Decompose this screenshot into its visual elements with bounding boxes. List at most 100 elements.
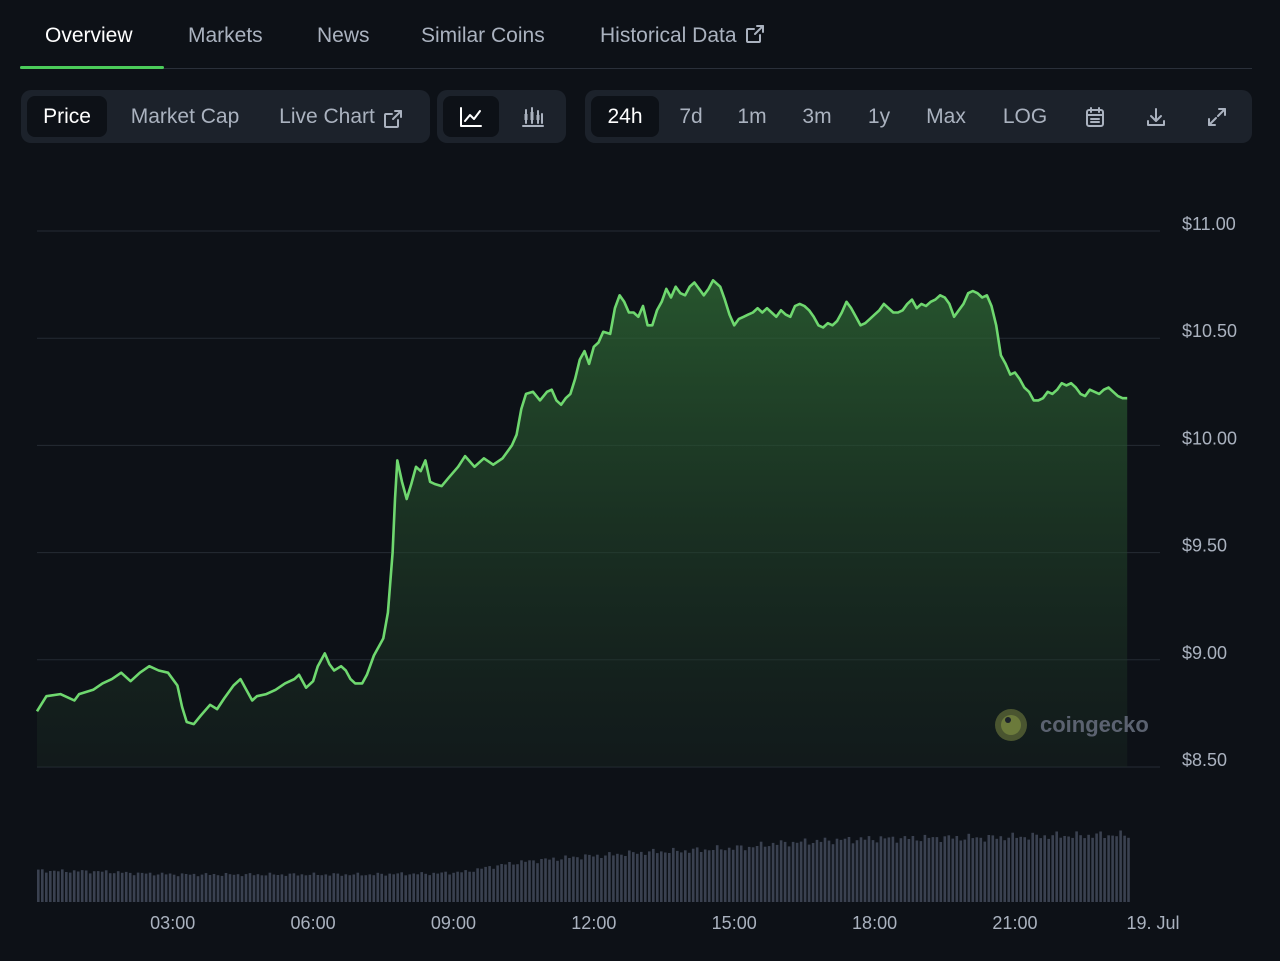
x-tick-label: 21:00 [992,913,1037,933]
tab-markets[interactable]: Markets [188,24,263,47]
volume-bar [320,875,324,902]
volume-bar [1051,835,1054,902]
tab-similar-coins[interactable]: Similar Coins [421,24,545,47]
volume-bar [616,853,619,902]
log-scale-button[interactable]: LOG [1002,105,1048,128]
volume-bar [1011,832,1014,902]
volume-bar [420,872,423,902]
range-max-button[interactable]: Max [926,105,966,128]
x-tick-label: 15:00 [712,913,757,933]
x-tick-label: 03:00 [150,913,195,933]
volume-bar [691,848,695,902]
volume-bar [707,850,711,902]
volume-bar [228,874,232,902]
volume-bar [308,874,312,902]
volume-bar [931,837,935,902]
price-button[interactable]: Price [27,96,107,137]
volume-bar [688,852,691,902]
volume-bar [180,873,184,902]
volume-bar [935,837,939,902]
volume-bar [536,863,539,902]
range-3m-button[interactable]: 3m [802,105,832,128]
volume-bar [803,838,807,902]
volume-bar [983,841,987,902]
volume-bar [624,856,627,902]
volume-bar [719,849,723,902]
volume-bar [620,854,623,902]
volume-bar [1023,837,1026,902]
volume-bar [388,873,391,902]
volume-bar [1055,831,1058,902]
range-7d-button[interactable]: 7d [679,105,703,128]
volume-bar [324,874,328,902]
line-chart-button[interactable] [443,96,499,137]
volume-bar [684,850,687,902]
tab-news[interactable]: News [317,24,370,47]
volume-bar [436,873,439,902]
volume-bar [711,850,715,902]
volume-bar [839,839,843,902]
volume-bar [272,874,276,902]
external-link-icon [383,98,403,139]
calendar-button[interactable] [1069,96,1121,137]
candlestick-chart-button[interactable] [505,96,561,137]
range-24h-button[interactable]: 24h [591,96,659,137]
volume-bar [903,836,907,902]
volume-bar [1071,837,1074,902]
volume-bar [1031,832,1034,902]
volume-bar [168,873,172,902]
volume-bar [416,874,419,902]
volume-bar [288,873,292,902]
volume-bar [652,848,655,902]
volume-bar [540,859,543,902]
volume-bar [432,872,435,902]
volume-bar [556,860,559,902]
volume-bar [196,876,200,902]
volume-bar [400,872,403,902]
volume-bar [356,872,360,902]
live-chart-label: Live Chart [279,105,375,128]
volume-bar [999,836,1003,902]
volume-bar [640,851,643,902]
volume-bar [775,844,779,902]
volume-bar [276,875,280,902]
market-cap-button[interactable]: Market Cap [130,105,240,128]
volume-bar [819,841,823,902]
volume-bar [108,873,112,902]
volume-bar [304,875,308,902]
volume-bar [172,874,176,902]
volume-bar [212,874,216,902]
volume-bar [1019,836,1022,902]
volume-bar [1123,835,1126,902]
volume-bar [116,871,120,902]
live-chart-button[interactable]: Live Chart [269,96,413,137]
range-1m-button[interactable]: 1m [737,105,767,128]
volume-bar [340,875,344,902]
active-tab-indicator [20,66,164,69]
volume-bar [807,844,811,902]
volume-bar [987,835,991,902]
volume-bar [424,873,427,902]
volume-bar [392,874,395,902]
volume-bar [136,872,140,902]
volume-bar [484,866,487,902]
volume-bar [871,840,875,902]
tab-overview[interactable]: Overview [45,24,133,47]
volume-bar [1015,837,1018,902]
volume-bar [680,852,683,902]
volume-bar [264,875,268,902]
volume-bar [811,843,815,902]
volume-bar [1083,838,1086,902]
price-chart[interactable]: $11.00$10.50$10.00$9.50$9.00$8.50 03:00 0… [0,150,1280,950]
volume-bar [328,875,332,902]
range-1y-button[interactable]: 1y [867,105,891,128]
volume-bar [1119,830,1122,902]
volume-bar [747,846,751,902]
volume-bar [112,873,116,902]
tab-historical-data[interactable]: Historical Data [600,24,765,50]
download-button[interactable] [1130,96,1182,137]
y-tick-label: $8.50 [1182,750,1227,770]
fullscreen-button[interactable] [1191,96,1243,137]
volume-bar [240,876,244,902]
volume-bar [672,847,675,902]
